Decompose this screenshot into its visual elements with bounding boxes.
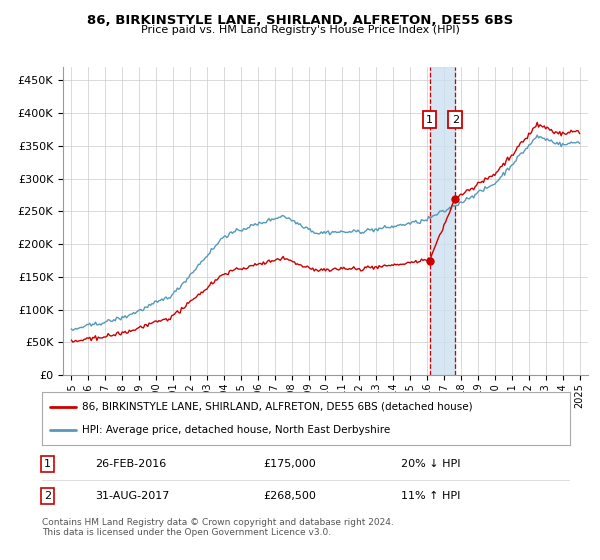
Text: 86, BIRKINSTYLE LANE, SHIRLAND, ALFRETON, DE55 6BS: 86, BIRKINSTYLE LANE, SHIRLAND, ALFRETON… <box>87 14 513 27</box>
Text: Price paid vs. HM Land Registry's House Price Index (HPI): Price paid vs. HM Land Registry's House … <box>140 25 460 35</box>
Text: 1: 1 <box>426 115 433 125</box>
Text: 20% ↓ HPI: 20% ↓ HPI <box>401 459 461 469</box>
Bar <box>430 67 455 375</box>
Text: 11% ↑ HPI: 11% ↑ HPI <box>401 491 460 501</box>
Text: 1: 1 <box>44 459 51 469</box>
Text: Contains HM Land Registry data © Crown copyright and database right 2024.
This d: Contains HM Land Registry data © Crown c… <box>42 518 394 538</box>
Text: 26-FEB-2016: 26-FEB-2016 <box>95 459 166 469</box>
Text: 2: 2 <box>452 115 459 125</box>
Text: 31-AUG-2017: 31-AUG-2017 <box>95 491 169 501</box>
Text: £175,000: £175,000 <box>264 459 317 469</box>
Text: HPI: Average price, detached house, North East Derbyshire: HPI: Average price, detached house, Nort… <box>82 425 390 435</box>
Text: 2: 2 <box>44 491 51 501</box>
Text: 86, BIRKINSTYLE LANE, SHIRLAND, ALFRETON, DE55 6BS (detached house): 86, BIRKINSTYLE LANE, SHIRLAND, ALFRETON… <box>82 402 472 412</box>
Text: £268,500: £268,500 <box>264 491 317 501</box>
